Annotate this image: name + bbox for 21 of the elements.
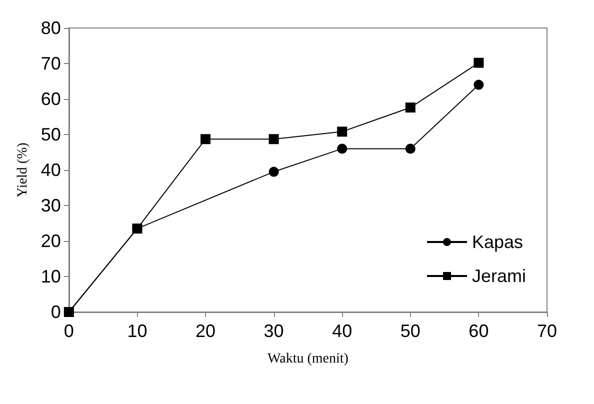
y-tick-label: 40 bbox=[40, 160, 61, 180]
x-tick-label: 60 bbox=[468, 321, 489, 341]
legend-label: Jerami bbox=[472, 266, 526, 286]
x-tick-label: 40 bbox=[332, 321, 352, 341]
y-tick-label: 60 bbox=[40, 89, 61, 109]
x-tick-label: 70 bbox=[536, 321, 558, 341]
y-tick-label: 20 bbox=[40, 231, 61, 251]
y-tick-label: 70 bbox=[40, 54, 61, 74]
x-tick-label: 20 bbox=[196, 321, 216, 341]
y-tick-label: 0 bbox=[50, 302, 61, 322]
x-tick-label: 50 bbox=[400, 321, 420, 341]
y-tick-label: 50 bbox=[40, 124, 61, 144]
x-tick-label: 0 bbox=[64, 321, 74, 341]
y-tick-label: 30 bbox=[40, 196, 61, 216]
y-tick-label: 80 bbox=[40, 18, 61, 38]
legend-label: Kapas bbox=[472, 232, 524, 252]
x-axis-title: Waktu (menit) bbox=[268, 352, 349, 366]
x-tick-label: 30 bbox=[264, 321, 284, 341]
y-tick-label: 10 bbox=[40, 266, 61, 286]
y-axis-title: Yield (%) bbox=[16, 142, 30, 198]
x-tick-label: 10 bbox=[127, 321, 148, 341]
